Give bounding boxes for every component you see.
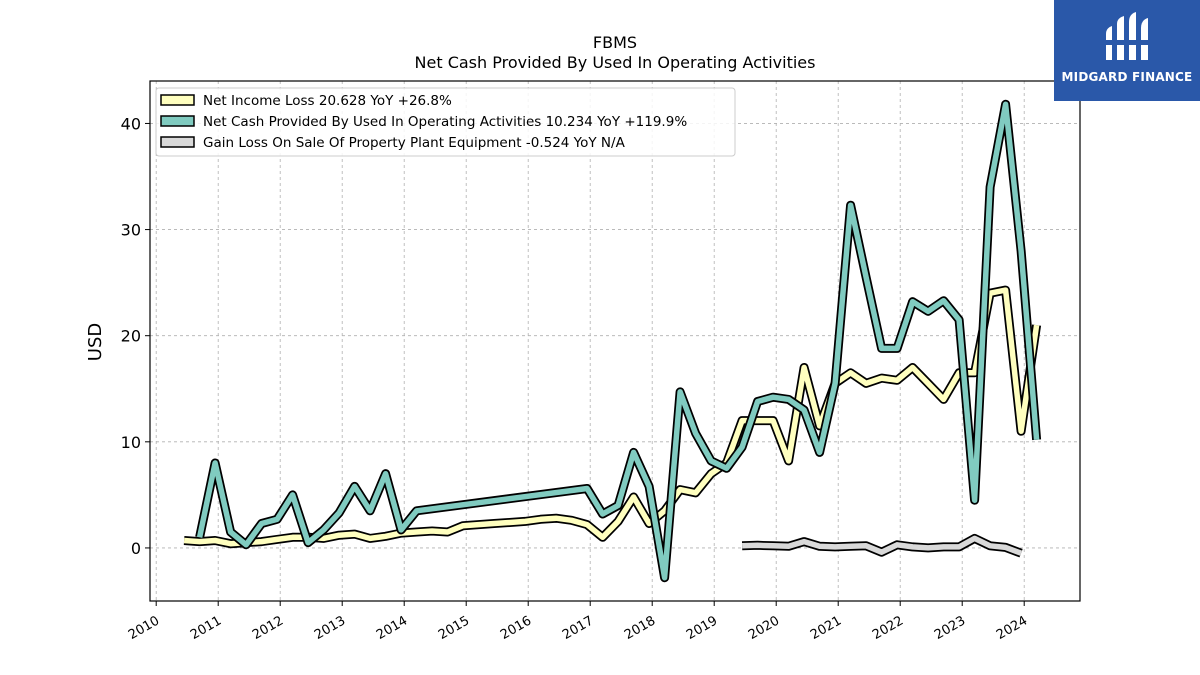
x-tick-label: 2016 — [498, 613, 534, 643]
x-tick-label: 2018 — [622, 613, 658, 643]
series-lines — [183, 99, 1042, 583]
x-tick-label: 2010 — [126, 613, 162, 643]
legend-box — [155, 87, 736, 157]
legend: Net Income Loss 20.628 YoY +26.8% Net Ca… — [155, 87, 736, 157]
x-tick-label: 2014 — [374, 613, 410, 643]
x-tick-label: 2011 — [188, 613, 224, 643]
legend-entry-net-income: Net Income Loss 20.628 YoY +26.8% — [203, 93, 452, 109]
x-tick-label: 2013 — [312, 613, 348, 643]
x-tick-label: 2015 — [436, 613, 472, 643]
y-tick-label: 30 — [121, 221, 141, 240]
midgard-logo-icon — [1104, 12, 1150, 60]
x-tick-label: 2024 — [994, 613, 1030, 643]
x-tick-label: 2023 — [932, 613, 968, 643]
legend-swatch-operating-cash — [160, 115, 195, 127]
y-tick-label: 20 — [121, 327, 141, 346]
series-line-2 — [742, 535, 1023, 556]
y-tick-label: 40 — [121, 114, 141, 133]
series-1 — [195, 99, 1042, 583]
series-2 — [741, 533, 1023, 558]
legend-entry-operating-cash: Net Cash Provided By Used In Operating A… — [203, 114, 687, 130]
series-line-0 — [183, 287, 1040, 547]
y-tick-label: 0 — [131, 539, 141, 558]
series-line-1 — [196, 101, 1040, 581]
brand-logo: MIDGARD FINANCE — [1054, 0, 1200, 101]
series-0 — [183, 285, 1042, 549]
plot-frame — [149, 80, 1081, 602]
x-tick-label: 2022 — [870, 613, 906, 643]
x-tick-label: 2021 — [808, 613, 844, 643]
x-tick-label: 2020 — [746, 613, 782, 643]
chart-subtitle: Net Cash Provided By Used In Operating A… — [415, 53, 816, 72]
y-tick-label: 10 — [121, 433, 141, 452]
x-tick-label: 2019 — [684, 613, 720, 643]
legend-entry-gain-loss: Gain Loss On Sale Of Property Plant Equi… — [203, 135, 626, 151]
legend-swatch-gain-loss — [160, 136, 195, 148]
x-tick-label: 2012 — [250, 613, 286, 643]
brand-name: MIDGARD FINANCE — [1061, 70, 1193, 84]
legend-swatch-net-income — [160, 94, 195, 106]
chart-title: FBMS — [593, 33, 637, 52]
x-tick-label: 2017 — [560, 613, 596, 643]
y-axis-label: USD — [85, 323, 106, 361]
